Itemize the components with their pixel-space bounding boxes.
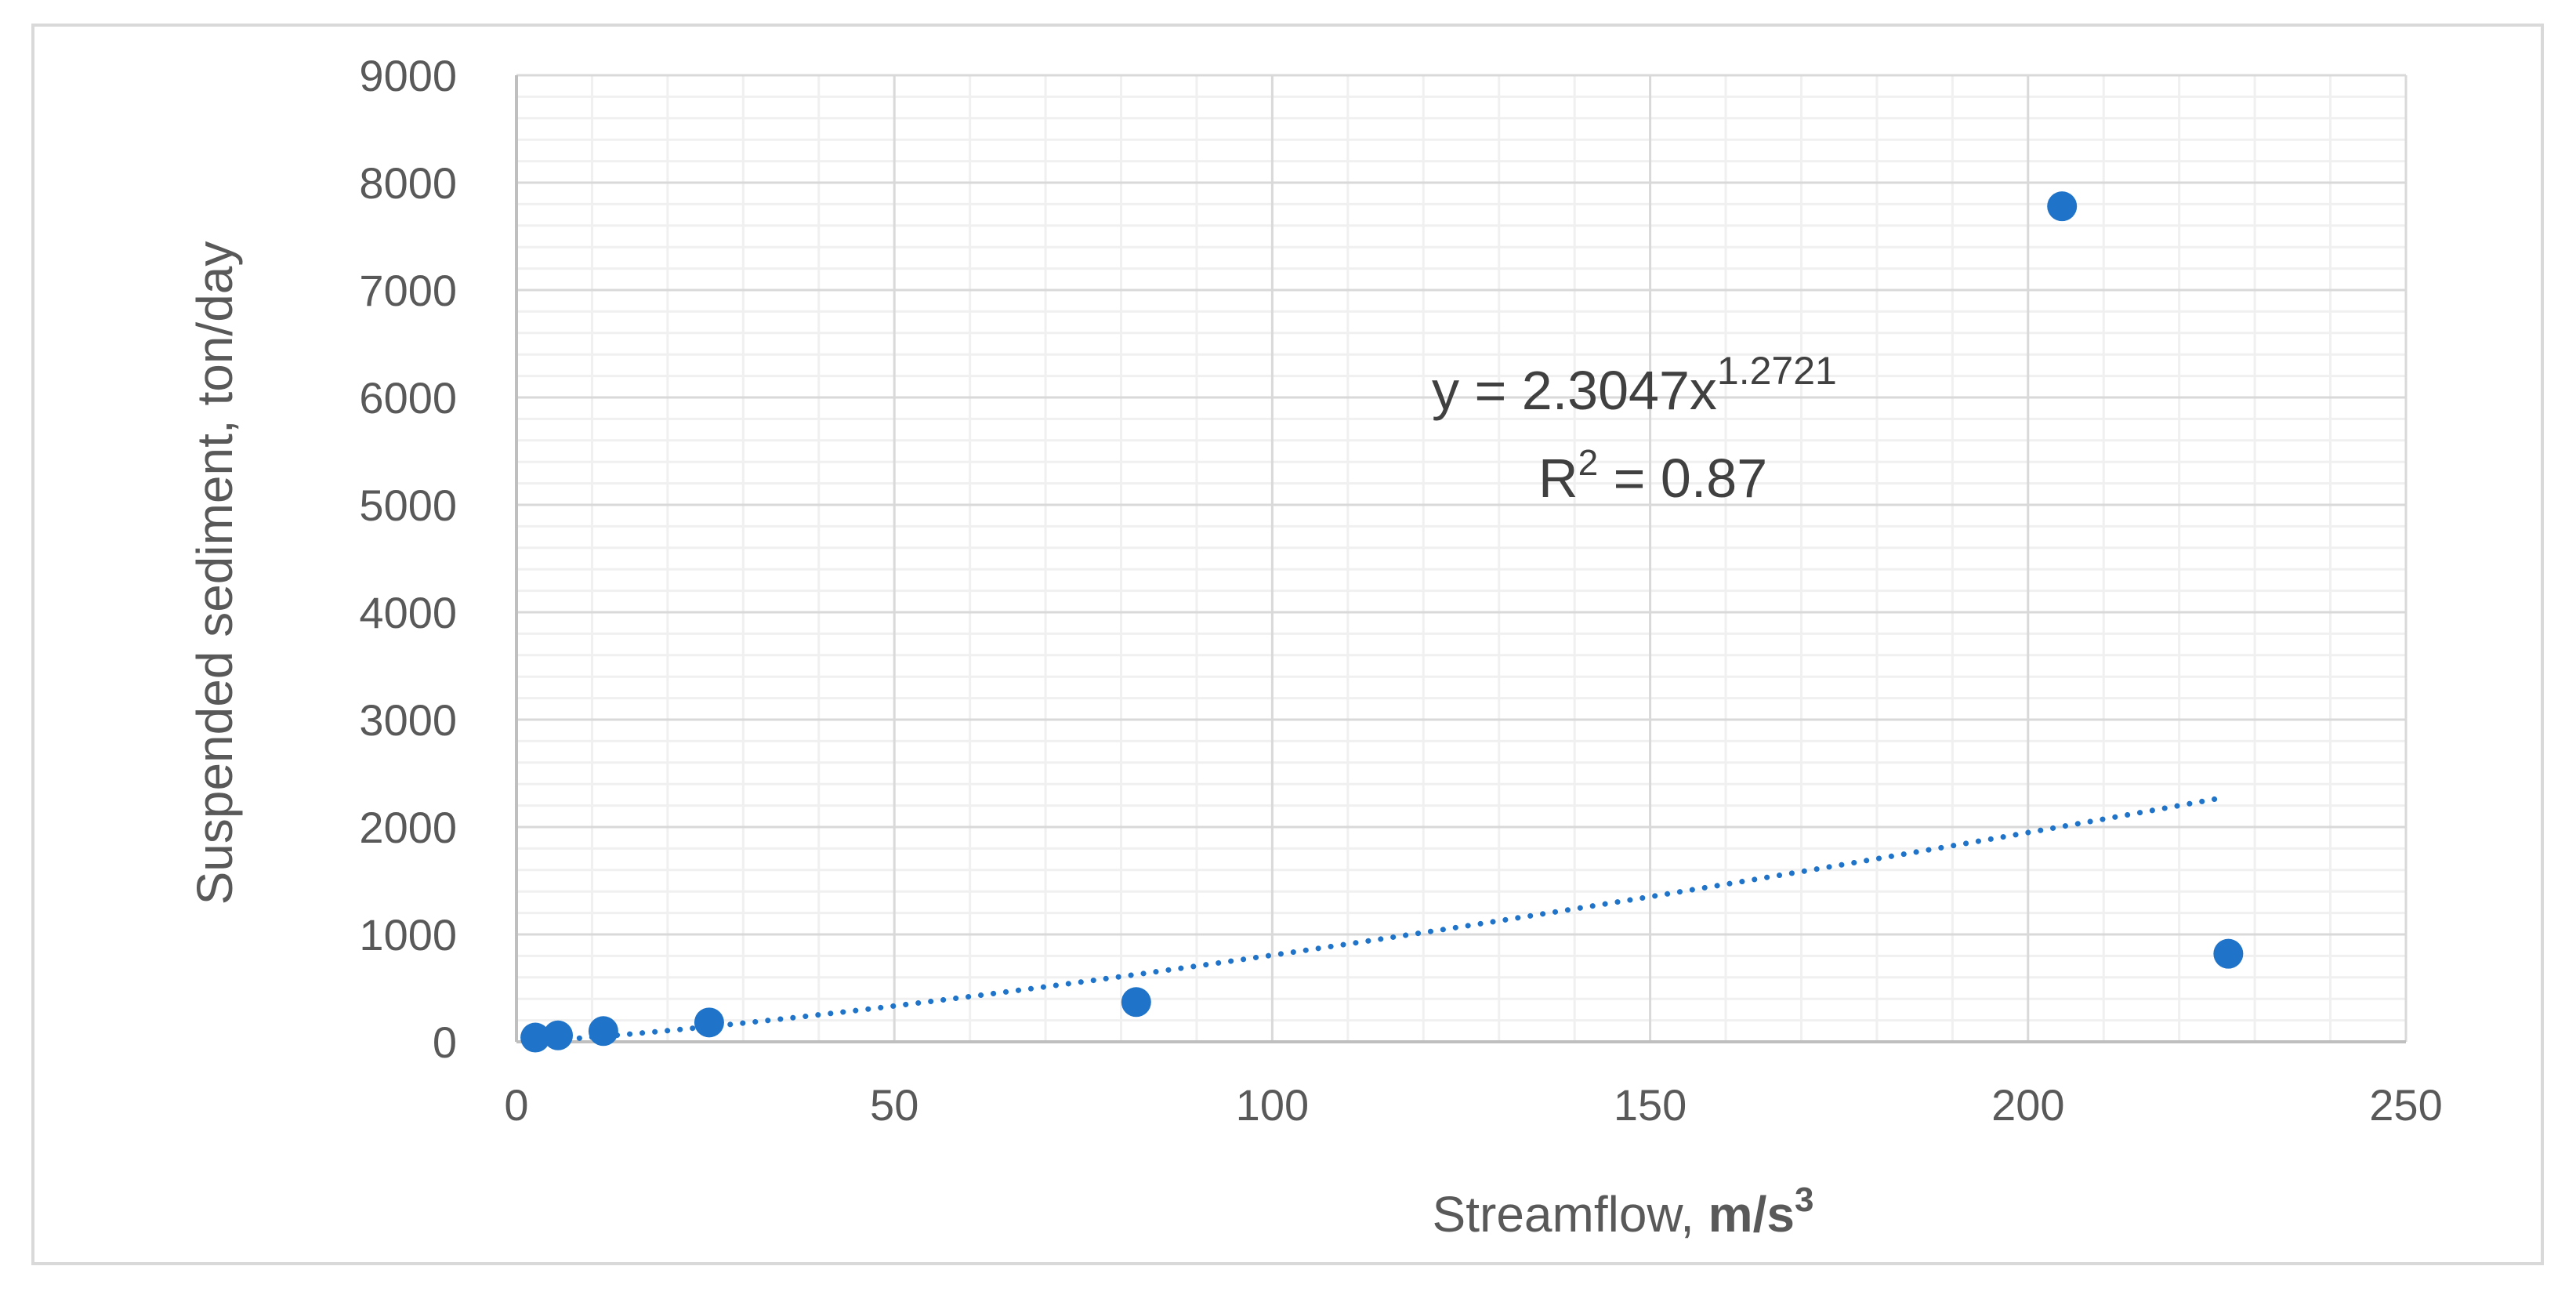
data-points bbox=[520, 191, 2244, 1053]
data-point bbox=[2047, 191, 2078, 222]
y-tick-label: 6000 bbox=[359, 373, 457, 423]
y-axis-title: Suspended sediment, ton/day bbox=[187, 241, 243, 905]
y-tick-label: 1000 bbox=[359, 910, 457, 960]
x-axis-title-text: Streamflow, bbox=[1433, 1186, 1708, 1243]
y-tick-label: 8000 bbox=[359, 158, 457, 208]
data-point bbox=[520, 1022, 551, 1053]
x-tick-label: 50 bbox=[870, 1080, 918, 1130]
r-squared-label: R2 = 0.87 bbox=[1538, 442, 1767, 509]
r2-value: = 0.87 bbox=[1598, 448, 1767, 509]
x-axis-unit: m/s bbox=[1708, 1186, 1795, 1243]
y-tick-label: 0 bbox=[433, 1018, 457, 1067]
x-tick-label: 250 bbox=[2369, 1080, 2442, 1130]
data-point bbox=[1121, 987, 1151, 1018]
r2-letter: R bbox=[1538, 448, 1578, 509]
y-tick-label: 4000 bbox=[359, 588, 457, 637]
equation-exponent: 1.2721 bbox=[1717, 349, 1837, 393]
y-tick-label: 3000 bbox=[359, 695, 457, 745]
r2-superscript: 2 bbox=[1578, 442, 1599, 483]
minor-gridlines bbox=[516, 75, 2406, 1042]
y-tick-labels: 0 1000 2000 3000 4000 5000 6000 7000 8000 9000 bbox=[359, 51, 457, 1067]
trendline-group bbox=[551, 794, 2227, 1043]
data-point bbox=[543, 1020, 574, 1050]
chart-border bbox=[31, 24, 2544, 1265]
equation-label: y = 2.3047x1.2721 bbox=[1432, 349, 1837, 421]
x-tick-label: 0 bbox=[504, 1080, 528, 1130]
data-point bbox=[694, 1007, 724, 1038]
y-tick-label: 9000 bbox=[359, 51, 457, 100]
major-gridlines bbox=[516, 74, 2408, 1042]
data-point bbox=[2213, 938, 2244, 969]
y-tick-label: 5000 bbox=[359, 481, 457, 530]
x-tick-label: 150 bbox=[1614, 1080, 1687, 1130]
x-tick-label: 200 bbox=[1991, 1080, 2064, 1130]
y-tick-label: 7000 bbox=[359, 266, 457, 315]
x-tick-label: 100 bbox=[1236, 1080, 1309, 1130]
power-trendline bbox=[551, 794, 2227, 1043]
x-axis-title: Streamflow, m/s3 bbox=[1433, 1181, 1814, 1243]
equation-main: y = 2.3047x bbox=[1432, 360, 1717, 421]
data-point bbox=[588, 1016, 618, 1047]
x-axis-unit-exponent: 3 bbox=[1795, 1181, 1813, 1219]
x-tick-labels: 0 50 100 150 200 250 bbox=[504, 1080, 2442, 1130]
axes bbox=[515, 75, 2406, 1043]
y-tick-label: 2000 bbox=[359, 803, 457, 852]
